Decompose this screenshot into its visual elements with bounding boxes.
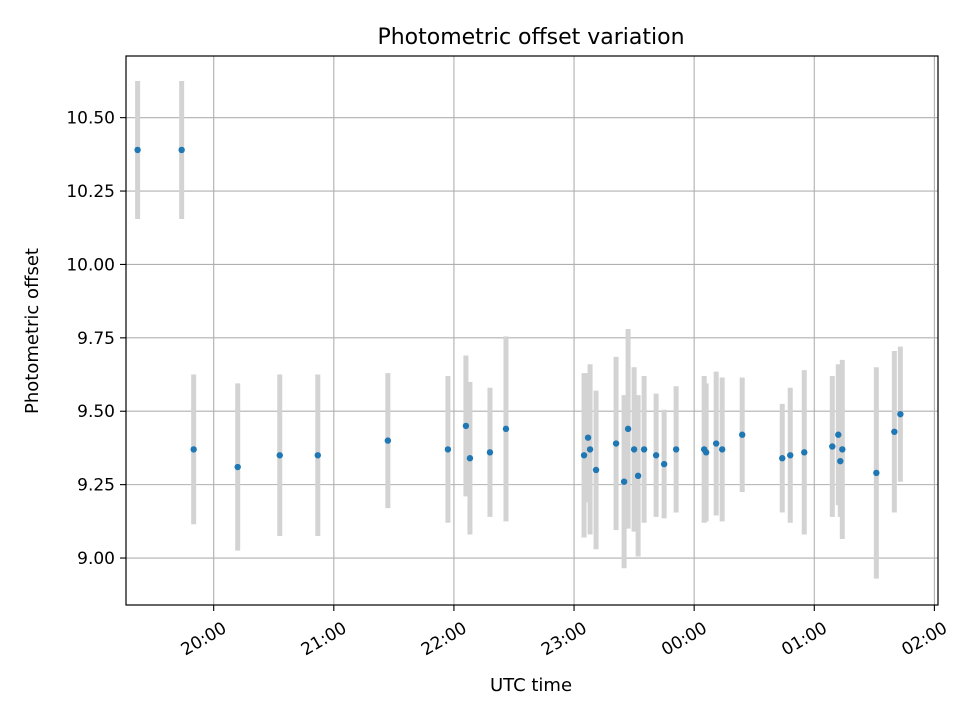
y-axis-label: Photometric offset bbox=[22, 248, 43, 414]
data-point bbox=[837, 457, 844, 465]
data-point bbox=[660, 460, 668, 468]
data-point bbox=[178, 146, 185, 154]
data-point bbox=[891, 428, 898, 435]
data-point bbox=[486, 449, 494, 456]
data-point bbox=[702, 449, 710, 456]
data-point bbox=[873, 469, 880, 477]
data-point bbox=[712, 440, 720, 447]
data-point bbox=[652, 452, 660, 459]
data-point bbox=[444, 446, 452, 453]
x-axis-label: UTC time bbox=[490, 675, 572, 696]
data-point bbox=[897, 410, 904, 418]
data-point bbox=[584, 434, 592, 441]
data-point bbox=[630, 446, 638, 453]
data-point bbox=[839, 446, 846, 453]
y-tick-label: 9.50 bbox=[77, 402, 115, 422]
y-tick-label: 10.00 bbox=[66, 255, 115, 275]
y-tick-label: 10.25 bbox=[66, 182, 115, 202]
y-tick-label: 9.75 bbox=[77, 329, 115, 349]
data-point bbox=[640, 446, 648, 453]
data-point bbox=[787, 452, 794, 459]
data-point bbox=[829, 443, 836, 450]
data-point bbox=[592, 466, 600, 474]
data-point bbox=[134, 146, 141, 154]
data-point bbox=[624, 425, 632, 433]
data-point bbox=[190, 446, 197, 453]
data-point bbox=[384, 437, 392, 444]
data-point bbox=[462, 422, 470, 430]
data-point bbox=[580, 452, 588, 459]
data-points bbox=[134, 146, 904, 485]
data-point bbox=[779, 455, 786, 462]
grid bbox=[126, 56, 938, 605]
data-point bbox=[502, 425, 510, 433]
y-tick-label: 10.50 bbox=[66, 109, 115, 129]
y-tick-label: 9.25 bbox=[77, 476, 115, 496]
plot-frame bbox=[125, 55, 939, 606]
data-point bbox=[634, 472, 642, 480]
data-point bbox=[314, 452, 321, 459]
data-point bbox=[276, 452, 283, 459]
data-point bbox=[672, 446, 680, 453]
chart-title: Photometric offset variation bbox=[377, 25, 684, 50]
data-point bbox=[739, 431, 746, 438]
data-point bbox=[835, 431, 842, 438]
data-point bbox=[586, 446, 594, 453]
data-point bbox=[612, 440, 620, 447]
data-point bbox=[801, 449, 808, 456]
data-point bbox=[620, 478, 628, 485]
data-point bbox=[466, 455, 474, 462]
data-point bbox=[718, 446, 726, 453]
y-tick-label: 9.00 bbox=[77, 549, 115, 569]
data-point bbox=[234, 463, 241, 471]
